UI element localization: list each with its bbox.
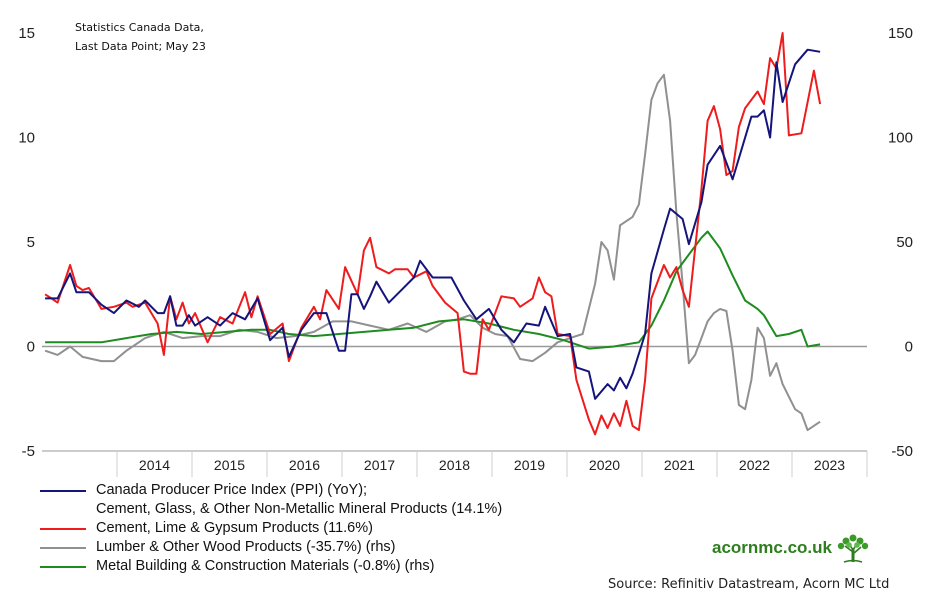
y-left-tick-label: 5 [27, 234, 35, 251]
y-right-tick-label: 100 [888, 130, 913, 147]
lumber-series-line [44, 73, 821, 432]
legend: Canada Producer Price Index (PPI) (YoY);… [40, 481, 502, 576]
x-tick-label: 2019 [514, 457, 545, 473]
chart-ticks: 2014 2015 2016 2017 2018 2019 2020 2021 2022 2023… [18, 25, 913, 473]
brand-name: acornmc.co.uk [712, 538, 832, 557]
legend-label-ppi-line2: Cement, Glass, & Other Non-Metallic Mine… [96, 501, 503, 517]
oak-tree-icon [837, 534, 869, 563]
data-note-line1: Statistics Canada Data, [75, 21, 204, 34]
y-right-tick-label: 50 [896, 234, 913, 251]
legend-swatch-ppi [40, 490, 86, 492]
x-tick-label: 2016 [289, 457, 320, 473]
ppi-series-line [45, 48, 821, 400]
y-left-tick-label: -5 [22, 443, 35, 460]
x-tick-label: 2014 [139, 457, 170, 473]
legend-item-ppi: Canada Producer Price Index (PPI) (YoY); [40, 481, 502, 500]
y-right-tick-label: -50 [891, 443, 913, 460]
legend-swatch-metal [40, 566, 86, 568]
y-left-tick-label: 10 [18, 130, 35, 147]
x-tick-label: 2018 [439, 457, 470, 473]
x-tick-label: 2021 [664, 457, 695, 473]
x-tick-label: 2015 [214, 457, 245, 473]
x-tick-label: 2023 [814, 457, 845, 473]
x-tick-label: 2020 [589, 457, 620, 473]
cement-series-line [44, 32, 822, 436]
chart-grid [42, 345, 868, 477]
chart-series [44, 32, 822, 436]
legend-swatch-cement [40, 528, 86, 530]
y-left-tick-label: 15 [18, 25, 35, 42]
legend-item-cement: Cement, Lime & Gypsum Products (11.6%) [40, 519, 502, 538]
y-left-tick-label: 0 [27, 339, 35, 356]
legend-swatch-lumber [40, 547, 86, 549]
y-right-tick-label: 0 [905, 339, 913, 356]
data-note-line2: Last Data Point; May 23 [75, 40, 206, 53]
x-tick-label: 2022 [739, 457, 770, 473]
data-note: Statistics Canada Data, Last Data Point;… [75, 18, 206, 56]
legend-item-metal: Metal Building & Construction Materials … [40, 557, 502, 576]
y-right-tick-label: 150 [888, 25, 913, 42]
source-note: Source: Refinitiv Datastream, Acorn MC L… [608, 577, 890, 592]
metal-series-line [45, 230, 821, 350]
legend-label-lumber: Lumber & Other Wood Products (-35.7%) (r… [96, 539, 396, 555]
x-tick-label: 2017 [364, 457, 395, 473]
legend-label-ppi-line1: Canada Producer Price Index (PPI) (YoY); [96, 482, 368, 498]
legend-label-cement: Cement, Lime & Gypsum Products (11.6%) [96, 520, 373, 536]
brand-logo: acornmc.co.uk [712, 533, 870, 563]
legend-item-lumber: Lumber & Other Wood Products (-35.7%) (r… [40, 538, 502, 557]
legend-label-metal: Metal Building & Construction Materials … [96, 558, 435, 574]
